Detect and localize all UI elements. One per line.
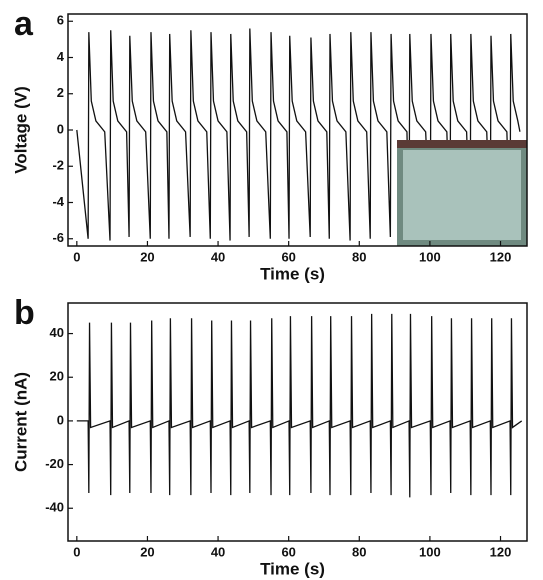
x-tick-label: 100: [419, 544, 441, 559]
panel-label: b: [14, 294, 35, 332]
y-tick-label: -4: [52, 194, 64, 209]
y-axis-title: Current (nA): [11, 372, 30, 472]
y-tick-label: 40: [50, 325, 64, 340]
x-tick-label: 120: [490, 249, 512, 264]
y-tick-label: 6: [57, 13, 64, 28]
data-line: [76, 313, 523, 498]
y-tick-label: 2: [57, 85, 64, 100]
panel: [76, 313, 523, 498]
inset-photo-frame: [397, 140, 527, 148]
x-tick-label: 20: [140, 544, 154, 559]
x-tick-label: 0: [73, 544, 80, 559]
panel-label: a: [14, 5, 34, 43]
plot-frame: [67, 302, 528, 542]
x-tick-label: 60: [281, 544, 295, 559]
y-tick-label: -2: [52, 158, 64, 173]
panel: [76, 28, 521, 241]
x-tick-label: 40: [211, 544, 225, 559]
x-tick-label: 120: [490, 544, 512, 559]
x-tick-label: 80: [352, 544, 366, 559]
y-tick-label: 0: [57, 121, 64, 136]
x-axis-title: Time (s): [260, 264, 325, 283]
y-tick-label: -40: [45, 500, 64, 515]
y-tick-label: 0: [57, 412, 64, 427]
x-tick-label: 20: [140, 249, 154, 264]
y-axis-title: Voltage (V): [11, 86, 30, 174]
y-tick-label: 4: [57, 49, 65, 64]
y-tick-label: -20: [45, 456, 64, 471]
y-tick-label: -6: [52, 230, 64, 245]
x-tick-label: 100: [419, 249, 441, 264]
x-tick-label: 60: [281, 249, 295, 264]
x-tick-label: 80: [352, 249, 366, 264]
data-line: [76, 28, 521, 241]
x-tick-label: 0: [73, 249, 80, 264]
y-tick-label: 20: [50, 369, 64, 384]
x-tick-label: 40: [211, 249, 225, 264]
x-axis-title: Time (s): [260, 559, 325, 578]
inset-photo-screen: [403, 150, 521, 240]
